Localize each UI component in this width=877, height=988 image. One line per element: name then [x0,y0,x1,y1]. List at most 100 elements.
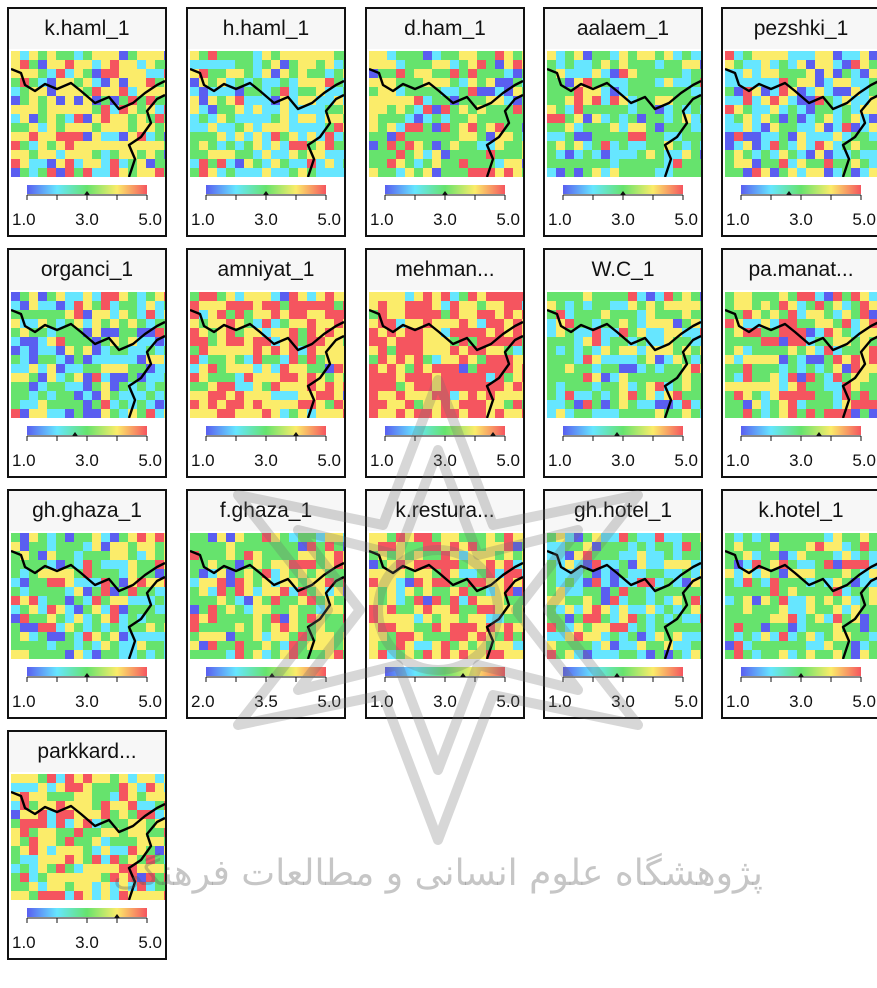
map-cell [556,87,566,97]
map-cell [592,51,602,61]
map-cell [369,355,379,365]
map-cell [74,542,84,552]
map-cell [164,569,165,579]
map-cell [565,132,575,142]
map-cell [65,792,75,802]
map-cell [155,60,165,70]
map-cell [734,301,744,311]
map-cell [289,623,299,633]
map-cell [547,364,557,374]
map-cell [137,87,147,97]
map-cell [110,123,120,133]
map-cell [556,409,566,418]
map-cell [610,400,620,410]
map-cell [700,605,701,615]
map-cell [396,123,406,133]
map-cell [637,337,647,347]
map-cell [199,623,209,633]
map-cell [556,105,566,115]
map-cell [655,542,665,552]
map-cell [343,105,344,115]
map-cell [601,641,611,651]
map-cell [56,328,66,338]
map-cell [513,587,523,597]
map-cell [806,650,816,659]
map-cell [700,328,701,338]
map-cell [761,301,771,311]
map-cell [244,623,254,633]
map-cell [235,87,245,97]
map-cell [11,364,21,374]
province-boundary [841,576,877,659]
map-cell [655,150,665,160]
map-cell [65,551,75,561]
map-cell [128,828,138,838]
map-cell [262,605,272,615]
map-cell [725,551,735,561]
map-cell [673,168,683,177]
map-cell [47,391,57,401]
province-boundary [190,67,344,111]
map-cell [486,533,496,543]
map-cell [316,78,326,88]
map-cell [325,319,335,329]
map-cell [65,337,75,347]
map-cell [235,292,245,302]
map-cell [56,96,66,106]
map-cell [334,150,344,160]
map-cell [522,123,523,133]
map-cell [842,560,852,570]
map-cell [414,409,424,418]
map-cell [477,400,487,410]
map-cell [396,51,406,61]
map-cell [583,87,593,97]
map-cell [468,355,478,365]
map-cell [262,650,272,659]
map-cell [441,650,451,659]
map-cell [101,69,111,79]
map-cell [217,614,227,624]
map-cell [334,355,344,365]
map-cell [725,301,735,311]
color-gradient [206,667,326,676]
map-cell [262,69,272,79]
map-cell [779,587,789,597]
map-cell [262,560,272,570]
map-cell [155,141,165,151]
map-cell [65,855,75,865]
map-cell [298,123,308,133]
map-cell [779,551,789,561]
map-cell [628,114,638,124]
map-cell [628,292,638,302]
map-cell [673,105,683,115]
map-cell [824,400,834,410]
map-cell [414,328,424,338]
map-cell [29,578,39,588]
scale-label-min: 1.0 [548,692,572,711]
map-cell [369,141,379,151]
map-cell [592,78,602,88]
map-cell [495,310,505,320]
map-cell [761,310,771,320]
map-cell [869,159,877,169]
map-cell [280,560,290,570]
map-cell [547,614,557,624]
map-cell [797,409,807,418]
map-cell [691,596,701,606]
map-cell [619,292,629,302]
map-cell [583,391,593,401]
map-cell [522,614,523,624]
map-cell [743,632,753,642]
map-cell [610,605,620,615]
map-cell [860,641,870,651]
map-cell [432,623,442,633]
map-cell [11,159,21,169]
map-cell [646,105,656,115]
map-cell [468,632,478,642]
map-cell [450,596,460,606]
map-cell [128,87,138,97]
map-cell [450,105,460,115]
variable-map [11,292,165,418]
map-cell [119,310,129,320]
province-boundary [725,549,877,593]
